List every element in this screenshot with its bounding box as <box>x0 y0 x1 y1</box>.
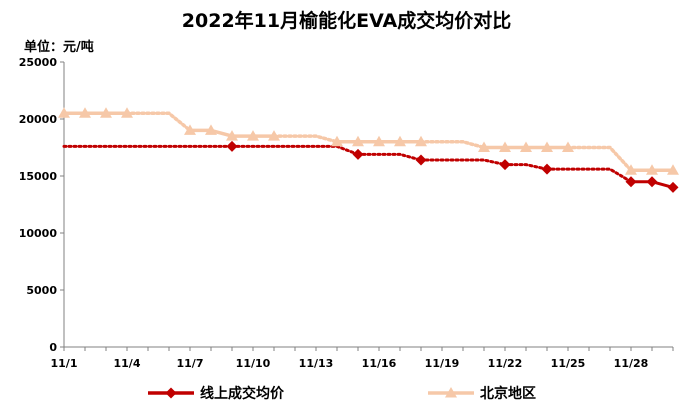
x-tick-label: 11/16 <box>362 357 397 370</box>
data-point-marker <box>352 135 364 147</box>
series-gap-line <box>272 134 339 144</box>
legend-marker <box>445 387 457 398</box>
series-gap-line <box>419 158 507 167</box>
legend-marker <box>165 387 177 399</box>
series-gap-line <box>545 167 633 184</box>
data-point-marker <box>100 107 112 118</box>
data-point-marker <box>520 141 532 152</box>
data-point-marker <box>226 140 238 152</box>
data-point-marker <box>394 135 406 147</box>
x-tick-label: 11/22 <box>488 357 523 370</box>
x-tick-label: 11/19 <box>425 357 460 370</box>
y-tick-label: 25000 <box>19 56 58 69</box>
series-gap-line <box>503 163 549 171</box>
legend-label: 北京地区 <box>480 385 536 402</box>
x-tick-label: 11/28 <box>614 357 649 370</box>
chart-title: 2022年11月榆能化EVA成交均价对比 <box>181 10 512 32</box>
data-point-marker <box>667 181 679 193</box>
x-tick-label: 11/7 <box>177 357 204 370</box>
data-point-marker <box>667 164 679 175</box>
data-point-marker <box>625 164 637 175</box>
y-tick-label: 20000 <box>19 113 58 126</box>
series-gap-line <box>566 145 633 173</box>
legend-label: 线上成交均价 <box>200 385 285 402</box>
x-tick-label: 11/13 <box>299 357 334 370</box>
y-tick-label: 15000 <box>19 170 58 183</box>
data-point-marker <box>121 107 133 118</box>
data-point-marker <box>373 135 385 147</box>
data-point-marker <box>184 124 196 135</box>
unit-label: 单位：元/吨 <box>24 40 94 55</box>
data-point-marker <box>478 141 490 152</box>
data-point-marker <box>226 130 238 141</box>
data-point-marker <box>541 141 553 152</box>
y-tick-label: 0 <box>49 341 57 354</box>
data-point-marker <box>205 124 217 135</box>
y-tick-label: 5000 <box>26 284 57 297</box>
x-tick-label: 11/4 <box>114 357 141 370</box>
data-point-marker <box>331 135 343 147</box>
data-point-marker <box>79 107 91 118</box>
series-gap-line <box>125 111 192 133</box>
data-point-marker <box>58 107 70 118</box>
data-point-marker <box>646 176 658 188</box>
data-point-marker <box>268 130 280 141</box>
data-point-marker <box>646 164 658 175</box>
data-point-marker <box>499 159 511 171</box>
data-point-marker <box>625 176 637 188</box>
data-point-marker <box>541 163 553 175</box>
series-gap-line <box>419 140 486 150</box>
data-point-marker <box>562 141 574 152</box>
data-point-marker <box>352 148 364 160</box>
x-tick-label: 11/10 <box>236 357 271 370</box>
series-gap-line <box>356 152 423 162</box>
x-tick-label: 11/25 <box>551 357 586 370</box>
x-tick-label: 11/1 <box>51 357 78 370</box>
data-point-marker <box>247 130 259 141</box>
data-point-marker <box>499 141 511 152</box>
y-tick-label: 10000 <box>19 227 58 240</box>
data-point-marker <box>415 135 427 147</box>
data-point-marker <box>415 154 427 166</box>
